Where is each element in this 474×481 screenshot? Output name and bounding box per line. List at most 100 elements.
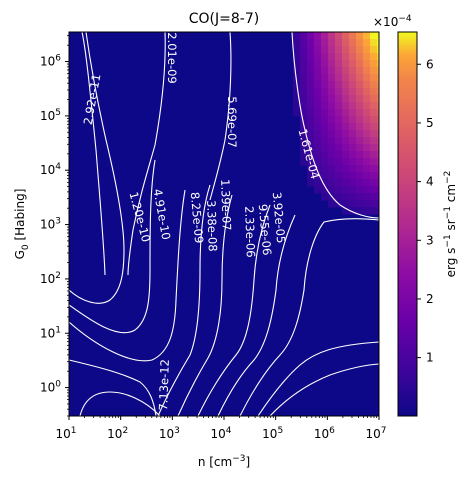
heatmap-cell	[349, 39, 357, 47]
heatmap-cell	[293, 39, 301, 47]
heatmap-cell	[314, 67, 322, 75]
heatmap-cell	[342, 53, 350, 61]
heatmap-cell	[370, 151, 378, 159]
heatmap-cell	[293, 60, 301, 68]
heatmap-cell	[356, 39, 364, 47]
heatmap-cell	[314, 109, 322, 117]
heatmap-cell	[335, 123, 343, 131]
contour-line-3.38e-08	[157, 184, 211, 416]
contour-label-8.25e-09: 8.25e-09	[188, 191, 206, 243]
heatmap-cell	[300, 109, 308, 117]
heatmap-cell	[328, 200, 336, 208]
heatmap-cell	[363, 151, 371, 159]
heatmap-cell	[335, 172, 343, 180]
heatmap-cell	[377, 109, 379, 117]
heatmap-cell	[370, 158, 378, 166]
heatmap-cell	[356, 193, 364, 201]
heatmap-cell	[356, 88, 364, 96]
heatmap-cell	[342, 144, 350, 152]
heatmap-cell	[321, 172, 329, 180]
heatmap-cell	[300, 39, 308, 47]
heatmap-cell	[335, 116, 343, 124]
colorbar-label: erg s−1 sr−1 cm−2	[443, 171, 458, 278]
heatmap-cell	[342, 109, 350, 117]
heatmap-cell	[377, 39, 379, 47]
contour-line-8.25e-09	[69, 189, 186, 362]
heatmap-cell	[363, 144, 371, 152]
heatmap-cell	[328, 109, 336, 117]
y-tick-label: 101	[40, 325, 61, 340]
heatmap-cell	[300, 81, 308, 89]
heatmap-cell	[321, 81, 329, 89]
heatmap-cell	[314, 74, 322, 82]
heatmap-cell	[307, 32, 315, 40]
heatmap-cell	[342, 207, 350, 215]
heatmap-cell	[335, 67, 343, 75]
heatmap-cell	[307, 88, 315, 96]
contour-line-1.39e-07	[177, 194, 233, 416]
heatmap-cell	[363, 81, 371, 89]
heatmap-cell	[335, 102, 343, 110]
heatmap-cell	[328, 137, 336, 145]
heatmap-cell	[356, 144, 364, 152]
heatmap-cell	[356, 53, 364, 61]
heatmap-cell	[377, 193, 379, 201]
heatmap-cell	[328, 165, 336, 173]
heatmap-cell	[349, 116, 357, 124]
heatmap-cell	[328, 172, 336, 180]
heatmap-cell	[314, 186, 322, 194]
heatmap-cell	[377, 207, 379, 215]
heatmap-cell	[377, 46, 379, 54]
heatmap-cell	[370, 109, 378, 117]
heatmap-cell	[356, 32, 364, 40]
contour-line-extra-b	[257, 341, 379, 416]
contour-line-7.13e-12	[79, 391, 161, 416]
heatmap-cell	[342, 130, 350, 138]
heatmap-cell	[335, 179, 343, 187]
heatmap-cell	[363, 95, 371, 103]
y-tick-label: 105	[40, 108, 61, 123]
heatmap-cell	[307, 46, 315, 54]
heatmap-cell	[307, 102, 315, 110]
heatmap-cell	[307, 130, 315, 138]
heatmap-cell	[321, 130, 329, 138]
colorbar: 1 2 3 4 5 6 ×10−4 erg s−1 sr−1 cm−2	[373, 14, 458, 417]
heatmap-cell	[300, 95, 308, 103]
heatmap-cell	[321, 32, 329, 40]
heatmap-cell	[356, 207, 364, 215]
heatmap-cell	[335, 88, 343, 96]
heatmap-cell	[356, 165, 364, 173]
heatmap-cell	[377, 151, 379, 159]
heatmap-area: 2.92e-11 2.01e-09 5.69e-07 1.61e-04 1.20…	[69, 32, 379, 416]
heatmap-cell	[300, 116, 308, 124]
heatmap-cell	[370, 179, 378, 187]
heatmap-cell	[335, 130, 343, 138]
heatmap-cell	[377, 172, 379, 180]
contour-line-3.92e-05	[239, 218, 379, 416]
heatmap-cell	[293, 95, 301, 103]
heatmap-cell	[335, 46, 343, 54]
heatmap-cell	[328, 74, 336, 82]
y-tick-label: 103	[40, 217, 61, 232]
heatmap-cell	[342, 186, 350, 194]
heatmap-cell	[335, 32, 343, 40]
heatmap-cell	[293, 53, 301, 61]
heatmap-cell	[314, 81, 322, 89]
heatmap-cell	[321, 102, 329, 110]
heatmap-cell	[314, 172, 322, 180]
heatmap-cell	[342, 137, 350, 145]
heatmap-cell	[321, 60, 329, 68]
heatmap-cell	[349, 53, 357, 61]
heatmap-cell	[377, 95, 379, 103]
heatmap-cell	[328, 158, 336, 166]
heatmap-cell	[335, 165, 343, 173]
heatmap-cell	[349, 165, 357, 173]
heatmap-cell	[328, 123, 336, 131]
heatmap-cell	[321, 109, 329, 117]
contour-lines	[69, 32, 379, 416]
heatmap-cell	[363, 39, 371, 47]
heatmap-cell	[307, 95, 315, 103]
heatmap-cell	[307, 53, 315, 61]
heatmap-cell	[363, 102, 371, 110]
heatmap-cell	[335, 81, 343, 89]
